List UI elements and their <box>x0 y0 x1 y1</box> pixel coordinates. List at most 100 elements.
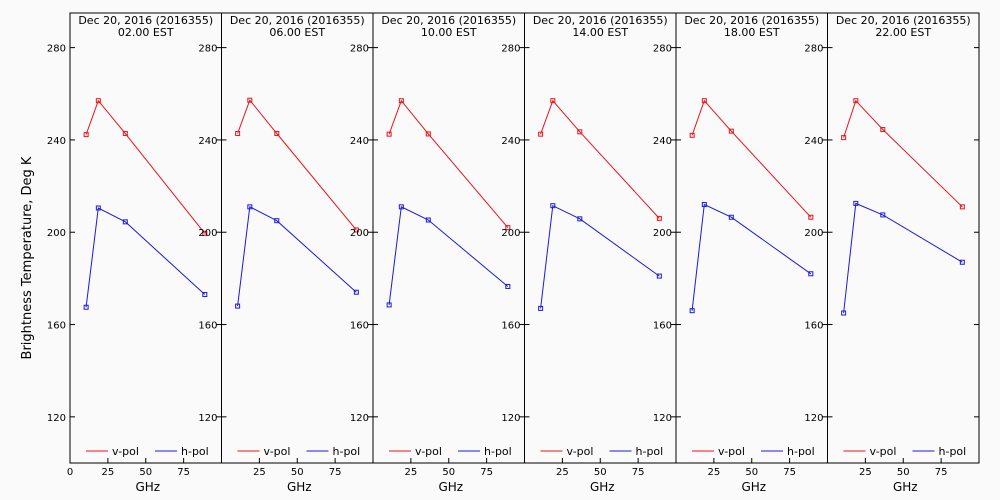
panel-subtitle: 06.00 EST <box>269 26 325 39</box>
data-point-h-pol <box>728 214 734 220</box>
data-point-h-pol <box>95 205 101 211</box>
y-tick-label: 200 <box>47 228 66 239</box>
x-axis-label: GHz <box>287 480 312 494</box>
y-tick-label: 200 <box>501 228 520 239</box>
legend-label: v-pol <box>112 445 139 458</box>
y-tick-label: 120 <box>350 413 369 424</box>
data-point-h-pol <box>235 303 241 309</box>
series-line-h-pol <box>237 206 357 307</box>
x-tick-label: 50 <box>291 467 304 478</box>
y-tick-label: 200 <box>198 228 217 239</box>
data-point-v-pol <box>95 98 101 104</box>
data-point-h-pol <box>386 302 392 308</box>
legend-label: v-pol <box>870 445 897 458</box>
data-point-v-pol <box>853 98 859 104</box>
x-axis-label: GHz <box>741 480 766 494</box>
series-line-v-pol <box>691 99 812 218</box>
x-tick-label: 75 <box>329 467 342 478</box>
x-axis-label: GHz <box>135 480 160 494</box>
data-point-v-pol <box>538 131 544 137</box>
x-tick-label: 25 <box>556 467 569 478</box>
y-tick-label: 280 <box>198 44 217 55</box>
panel-subtitle: 14.00 EST <box>572 26 628 39</box>
legend-label: v-pol <box>718 445 745 458</box>
series-line-h-pol <box>691 203 812 311</box>
y-tick-label: 240 <box>653 136 672 147</box>
data-point-v-pol <box>505 225 511 231</box>
x-tick-label: 50 <box>897 467 910 478</box>
panel-2: Dec 20, 2016 (2016355)06.00 EST 120 160 200… <box>198 12 374 494</box>
legend-label: v-pol <box>415 445 442 458</box>
panel-subtitle: 10.00 EST <box>421 26 477 39</box>
series-line-h-pol <box>85 207 206 308</box>
data-point-h-pol <box>425 217 431 223</box>
panel-title: Dec 20, 2016 (2016355) <box>684 14 819 27</box>
plot-frame <box>69 12 222 464</box>
y-tick-label: 280 <box>653 44 672 55</box>
x-axis-label: GHz <box>893 480 918 494</box>
data-point-h-pol <box>398 204 404 210</box>
panel-title: Dec 20, 2016 (2016355) <box>836 14 971 27</box>
data-point-h-pol <box>577 216 583 222</box>
data-point-v-pol <box>841 135 847 141</box>
data-point-v-pol <box>728 128 734 134</box>
data-point-v-pol <box>83 132 89 138</box>
data-point-v-pol <box>550 98 556 104</box>
panel-title: Dec 20, 2016 (2016355) <box>533 14 668 27</box>
y-tick-label: 160 <box>501 321 520 332</box>
x-tick-label: 25 <box>102 467 115 478</box>
data-point-v-pol <box>247 97 253 103</box>
panel-subtitle: 02.00 EST <box>118 26 174 39</box>
panel-5: Dec 20, 2016 (2016355)18.00 EST 120 160 200… <box>653 12 828 494</box>
data-point-h-pol <box>202 292 208 298</box>
y-tick-label: 160 <box>198 321 217 332</box>
data-point-h-pol <box>841 310 847 316</box>
x-tick-label: 25 <box>253 467 266 478</box>
panel-4: Dec 20, 2016 (2016355)14.00 EST 120 160 200… <box>501 12 677 494</box>
data-point-h-pol <box>274 218 280 224</box>
y-tick-label: 280 <box>501 44 520 55</box>
x-tick-label: 50 <box>745 467 758 478</box>
panel-6: Dec 20, 2016 (2016355)22.00 EST 120 160 200… <box>804 12 980 494</box>
data-point-v-pol <box>577 129 583 135</box>
panel-title: Dec 20, 2016 (2016355) <box>381 14 516 27</box>
x-tick-label: 50 <box>139 467 152 478</box>
data-point-h-pol <box>83 304 89 310</box>
data-point-v-pol <box>122 130 128 136</box>
data-point-v-pol <box>274 130 280 136</box>
y-axis-label: Brightness Temperature, Deg K <box>20 156 35 359</box>
plot-frame <box>827 12 980 464</box>
plot-frame <box>372 12 525 464</box>
panel-subtitle: 18.00 EST <box>724 26 780 39</box>
data-point-h-pol <box>880 212 886 218</box>
y-tick-label: 160 <box>47 321 66 332</box>
y-tick-label: 200 <box>653 228 672 239</box>
panel-1: Dec 20, 2016 (2016355)02.00 EST 120 160 200… <box>47 12 222 494</box>
panel-subtitle: 22.00 EST <box>875 26 931 39</box>
data-point-h-pol <box>550 203 556 209</box>
x-axis-label: GHz <box>590 480 615 494</box>
y-tick-label: 240 <box>501 136 520 147</box>
y-tick-label: 120 <box>653 413 672 424</box>
legend-label: h-pol <box>484 445 512 458</box>
legend-label: v-pol <box>567 445 594 458</box>
series-line-v-pol <box>843 99 963 208</box>
y-tick-label: 160 <box>653 321 672 332</box>
data-point-v-pol <box>959 204 965 210</box>
panel-3: Dec 20, 2016 (2016355)10.00 EST 120 160 200… <box>350 12 525 494</box>
data-point-v-pol <box>808 214 814 220</box>
data-point-v-pol <box>425 131 431 137</box>
y-tick-label: 120 <box>804 413 823 424</box>
legend-label: h-pol <box>636 445 664 458</box>
x-tick-label: 75 <box>632 467 645 478</box>
panel-title: Dec 20, 2016 (2016355) <box>78 14 213 27</box>
data-point-v-pol <box>235 130 241 136</box>
series-line-h-pol <box>388 206 509 305</box>
x-tick-label: 75 <box>480 467 493 478</box>
legend-label: h-pol <box>787 445 815 458</box>
legend-label: h-pol <box>181 445 209 458</box>
plot-frame <box>524 12 677 464</box>
y-tick-label: 240 <box>804 136 823 147</box>
data-point-h-pol <box>656 273 662 279</box>
